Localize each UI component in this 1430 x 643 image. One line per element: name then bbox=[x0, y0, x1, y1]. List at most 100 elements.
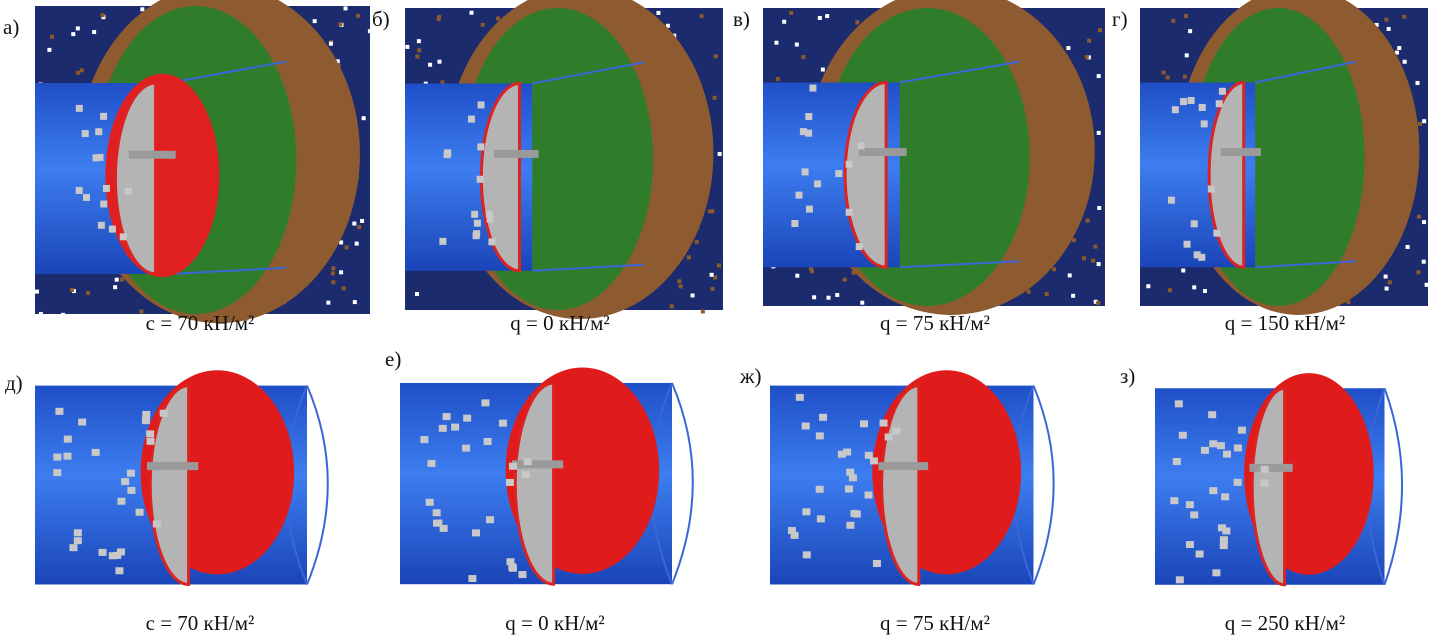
particle bbox=[61, 312, 66, 317]
panel-label: б) bbox=[372, 7, 390, 31]
particle bbox=[817, 15, 822, 20]
block bbox=[98, 548, 107, 556]
block bbox=[75, 186, 83, 194]
particle bbox=[860, 300, 865, 305]
block bbox=[801, 422, 810, 430]
particle bbox=[690, 293, 695, 298]
particle bbox=[140, 7, 145, 12]
block bbox=[795, 191, 803, 199]
particle bbox=[1165, 75, 1170, 80]
particle bbox=[1066, 46, 1071, 51]
block bbox=[159, 409, 168, 417]
block bbox=[802, 508, 811, 516]
block bbox=[848, 474, 857, 482]
particle bbox=[665, 23, 670, 28]
particle bbox=[1387, 280, 1392, 285]
panel-label: в) bbox=[733, 7, 750, 31]
block bbox=[1172, 458, 1181, 466]
tunnel-edge bbox=[532, 61, 644, 272]
particle bbox=[139, 309, 144, 314]
block bbox=[505, 478, 514, 486]
particle bbox=[1171, 18, 1176, 23]
particle bbox=[92, 30, 97, 35]
block bbox=[442, 413, 451, 421]
block bbox=[69, 544, 78, 552]
particle bbox=[1384, 17, 1389, 22]
block bbox=[1178, 431, 1187, 439]
face-shelf bbox=[512, 460, 564, 469]
particle bbox=[361, 116, 366, 121]
block bbox=[1219, 542, 1228, 550]
block bbox=[814, 180, 822, 188]
block bbox=[481, 399, 490, 407]
particle bbox=[709, 272, 714, 277]
particle bbox=[1374, 22, 1379, 27]
particle bbox=[1182, 74, 1187, 79]
particle bbox=[1346, 300, 1351, 305]
particle bbox=[1096, 130, 1101, 135]
particle bbox=[677, 279, 682, 284]
face-shelf bbox=[1249, 463, 1293, 472]
block bbox=[845, 160, 853, 168]
panel-label: д) bbox=[5, 371, 23, 395]
block bbox=[835, 170, 843, 178]
particle bbox=[1071, 238, 1076, 243]
block bbox=[805, 205, 813, 213]
block bbox=[100, 112, 108, 120]
tunnel-edge bbox=[899, 60, 1020, 269]
block bbox=[791, 220, 799, 228]
block bbox=[473, 219, 481, 227]
particle bbox=[1096, 262, 1101, 267]
particle bbox=[469, 10, 474, 15]
block bbox=[462, 444, 471, 452]
block bbox=[1233, 478, 1242, 486]
block bbox=[427, 459, 436, 467]
block bbox=[1198, 253, 1206, 261]
block bbox=[1219, 536, 1228, 544]
block bbox=[82, 193, 90, 201]
block bbox=[483, 438, 492, 446]
block bbox=[1222, 450, 1231, 458]
particle bbox=[1181, 268, 1186, 273]
particle bbox=[1383, 274, 1388, 279]
panel-label: а) bbox=[3, 15, 19, 39]
particle bbox=[678, 284, 683, 289]
particle bbox=[717, 151, 722, 156]
block bbox=[1215, 100, 1223, 108]
particle bbox=[119, 277, 124, 282]
particle bbox=[436, 17, 441, 22]
block bbox=[1233, 444, 1242, 452]
panel bbox=[770, 370, 1055, 587]
panel-caption: q = 75 кН/м² bbox=[880, 311, 990, 335]
block bbox=[1212, 569, 1221, 577]
particle bbox=[1418, 121, 1423, 126]
particle bbox=[809, 266, 814, 271]
panel-label: ж) bbox=[739, 364, 762, 388]
particle bbox=[1044, 292, 1049, 297]
block bbox=[1180, 98, 1188, 106]
particle bbox=[331, 280, 336, 285]
particle bbox=[35, 289, 40, 294]
block bbox=[1193, 251, 1201, 259]
block bbox=[869, 457, 878, 465]
block bbox=[857, 142, 865, 150]
block bbox=[451, 423, 460, 431]
panel-label: г) bbox=[1112, 7, 1128, 31]
block bbox=[486, 516, 495, 524]
particle bbox=[1416, 270, 1421, 275]
block bbox=[463, 414, 472, 422]
particle bbox=[428, 62, 433, 67]
particle bbox=[789, 10, 794, 15]
particle bbox=[440, 80, 445, 85]
block bbox=[1222, 527, 1231, 535]
particle bbox=[812, 295, 817, 300]
block bbox=[488, 238, 496, 246]
block bbox=[815, 485, 824, 493]
block bbox=[521, 470, 530, 478]
particle bbox=[1082, 256, 1087, 261]
particle bbox=[1184, 53, 1189, 58]
particle bbox=[1096, 301, 1101, 306]
block bbox=[420, 436, 429, 444]
particle bbox=[1422, 220, 1427, 225]
face-shelf bbox=[858, 148, 907, 157]
